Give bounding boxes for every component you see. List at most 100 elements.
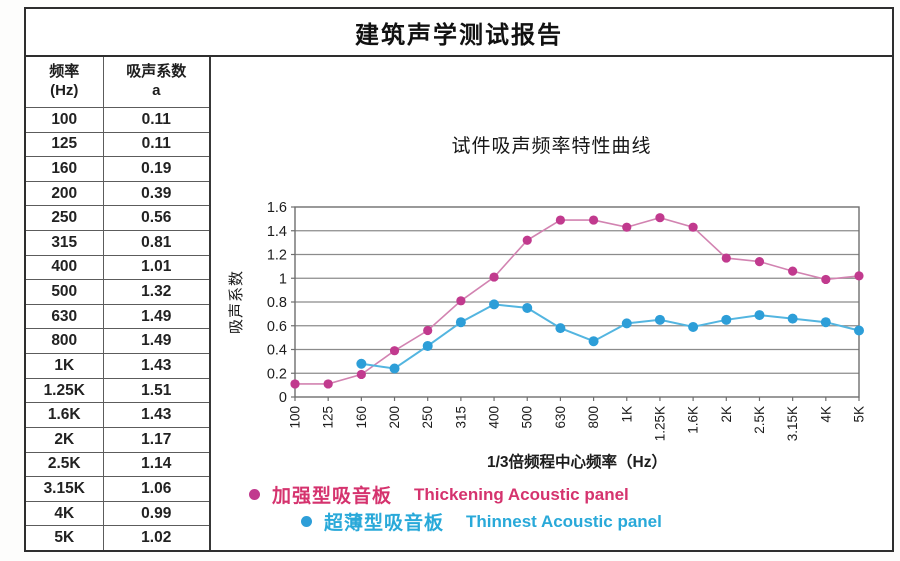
x-tick-label: 630: [553, 406, 568, 429]
y-tick-label: 1.4: [267, 224, 287, 240]
absorption-table-panel: 频率 (Hz) 吸声系数 a 100 0.11 125 0.11 160 0.19 200 0…: [26, 57, 211, 550]
data-point: [588, 215, 599, 225]
data-point: [522, 235, 532, 245]
freq-cell: 5K: [26, 525, 104, 550]
data-point: [854, 325, 864, 336]
freq-header: 频率 (Hz): [26, 57, 104, 108]
data-point: [290, 379, 300, 389]
alpha-header-line2: a: [152, 82, 161, 99]
data-point: [854, 271, 864, 281]
freq-cell: 1K: [26, 353, 104, 379]
alpha-cell: 0.39: [102, 180, 209, 207]
table-row: 4K 0.99: [26, 500, 209, 527]
alpha-cell: 1.14: [102, 451, 209, 478]
thickening-series-dot-icon: [249, 489, 260, 500]
data-point: [489, 299, 500, 310]
freq-cell: 500: [26, 279, 104, 305]
alpha-cell: 0.99: [102, 500, 209, 527]
table-row: 2.5K 1.14: [26, 451, 209, 478]
x-tick-label: 160: [354, 406, 369, 429]
report-title: 建筑声学测试报告: [355, 21, 563, 49]
legend-item-thickening: 加强型吸音板 Thickening Acoustic panel: [211, 481, 892, 508]
series-line: [361, 303, 860, 370]
table-row: 2K 1.17: [26, 426, 209, 453]
data-point: [456, 296, 466, 306]
data-point: [356, 358, 367, 369]
legend-label-cn: 加强型吸音板: [272, 486, 393, 507]
legend-label-cn: 超薄型吸音板: [324, 513, 445, 534]
alpha-header-line1: 吸声系数: [126, 63, 187, 81]
data-point: [754, 310, 765, 321]
data-point: [522, 302, 533, 313]
table-row: 1K 1.43: [26, 353, 209, 379]
y-tick-label: 0.6: [267, 319, 287, 335]
table-row: 125 0.11: [26, 131, 209, 158]
data-point: [787, 313, 798, 324]
alpha-cell: 0.56: [102, 205, 209, 232]
data-point: [389, 346, 400, 356]
x-tick-label: 2.5K: [752, 406, 767, 434]
table-row: 1.25K 1.51: [26, 377, 209, 404]
absorption-table: 频率 (Hz) 吸声系数 a 100 0.11 125 0.11 160 0.19 200 0…: [26, 57, 209, 550]
data-point: [754, 257, 765, 267]
freq-cell: 800: [26, 328, 104, 355]
x-tick-label: 200: [387, 406, 402, 429]
legend-label-en: Thickening Acoustic panel: [414, 484, 629, 504]
table-header-row: 频率 (Hz) 吸声系数 a: [26, 57, 209, 108]
freq-cell: 4K: [26, 500, 104, 527]
legend-label-en: Thinnest Acoustic panel: [466, 511, 662, 531]
freq-cell: 125: [26, 131, 104, 158]
table-row: 500 1.32: [26, 279, 209, 305]
data-point: [389, 363, 400, 374]
alpha-cell: 1.43: [102, 353, 209, 379]
x-tick-label: 250: [420, 406, 435, 429]
data-point: [688, 321, 699, 332]
table-row: 5K 1.02: [26, 525, 209, 550]
alpha-cell: 1.49: [102, 328, 209, 355]
report-border: 建筑声学测试报告 频率 (Hz) 吸声系数 a: [24, 7, 894, 552]
x-tick-label: 1.6K: [686, 406, 701, 434]
x-tick-label: 100: [288, 406, 303, 429]
data-point: [621, 318, 632, 329]
table-row: 200 0.39: [26, 180, 209, 207]
freq-cell: 1.25K: [26, 377, 104, 404]
table-row: 630 1.49: [26, 303, 209, 330]
alpha-cell: 1.49: [102, 303, 209, 330]
freq-cell: 250: [26, 205, 104, 232]
chart-area: 试件吸声频率特性曲线 0 0.2 0.4 0.6 0.8 1 1.2 1.4 1.6 100 125…: [211, 57, 892, 550]
report-header: 建筑声学测试报告: [26, 9, 892, 57]
data-point: [688, 222, 698, 232]
x-tick-label: 800: [586, 406, 601, 429]
freq-cell: 160: [26, 156, 104, 182]
y-tick-label: 0.4: [267, 343, 287, 359]
thinnest-series-dot-icon: [301, 516, 312, 527]
x-tick-label: 400: [487, 406, 502, 429]
data-point: [655, 213, 665, 223]
table-row: 800 1.49: [26, 328, 209, 355]
table-row: 100 0.11: [26, 107, 209, 133]
data-point: [555, 215, 566, 225]
alpha-cell: 0.11: [102, 131, 209, 158]
freq-cell: 2K: [26, 426, 104, 453]
y-tick-label: 0.2: [267, 366, 287, 382]
alpha-cell: 1.06: [102, 476, 209, 502]
alpha-cell: 0.19: [102, 156, 209, 182]
data-point: [555, 323, 566, 334]
data-point: [323, 379, 333, 389]
absorption-chart-svg: 0 0.2 0.4 0.6 0.8 1 1.2 1.4 1.6 100 125 160 200 250 31…: [227, 200, 867, 471]
table-row: 160 0.19: [26, 156, 209, 182]
x-tick-label: 125: [321, 406, 336, 429]
alpha-cell: 1.17: [102, 426, 209, 453]
freq-cell: 100: [26, 107, 104, 133]
alpha-cell: 0.81: [102, 230, 209, 256]
x-tick-label: 3.15K: [785, 406, 800, 441]
alpha-header: 吸声系数 a: [102, 57, 209, 108]
x-axis-title: 1/3倍频程中心频率（Hz）: [487, 452, 667, 471]
y-axis-title: 吸声系数: [227, 270, 245, 334]
data-point: [489, 272, 499, 282]
x-tick-label: 2K: [719, 406, 734, 423]
x-tick-label: 4K: [818, 406, 833, 423]
freq-header-line1: 频率: [49, 63, 80, 81]
y-tick-label: 0: [279, 390, 287, 406]
chart-title: 试件吸声频率特性曲线: [451, 136, 652, 157]
